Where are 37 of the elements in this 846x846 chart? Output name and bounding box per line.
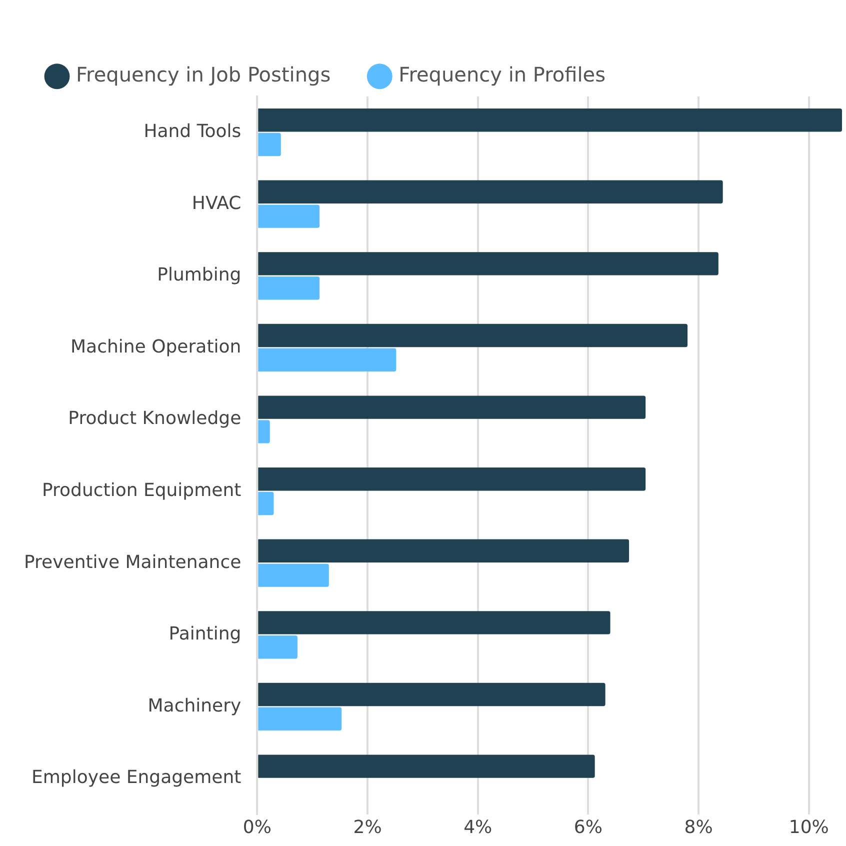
bar: [258, 682, 606, 706]
y-tick-label: Preventive Maintenance: [24, 552, 242, 573]
bar: [258, 636, 298, 659]
bar: [258, 180, 723, 204]
bar: [258, 396, 646, 419]
x-tick-label: 6%: [574, 816, 602, 838]
bar: [258, 132, 281, 156]
bar: [258, 707, 342, 730]
bar: [258, 539, 630, 562]
y-tick-label: Machine Operation: [70, 336, 242, 358]
y-tick-label: HVAC: [192, 192, 242, 214]
bar: [258, 468, 646, 491]
y-tick-label: Painting: [168, 624, 242, 645]
y-tick-label: Product Knowledge: [68, 408, 242, 430]
legend-label: Frequency in Profiles: [398, 62, 606, 87]
bar: [258, 276, 320, 300]
x-tick-label: 0%: [242, 816, 272, 838]
bar: [258, 420, 270, 444]
y-tick-label: Production Equipment: [42, 480, 242, 501]
x-tick-label: 2%: [353, 816, 382, 838]
x-tick-label: 8%: [684, 816, 713, 838]
y-tick-label: Machinery: [148, 695, 242, 716]
bar: [258, 611, 610, 634]
legend-label: Frequency in Job Postings: [76, 62, 331, 87]
bar: [258, 492, 274, 516]
bar: [258, 108, 842, 132]
bar: [258, 348, 396, 372]
y-tick-label: Employee Engagement: [31, 767, 242, 788]
bar: [258, 252, 718, 276]
bar: [258, 564, 329, 587]
bar: [258, 204, 320, 228]
x-tick-label: 4%: [464, 816, 492, 838]
y-tick-label: Plumbing: [157, 264, 242, 286]
bar: [258, 324, 688, 348]
bar: [258, 754, 595, 778]
y-tick-label: Hand Tools: [144, 120, 242, 142]
x-tick-label: 10%: [788, 816, 829, 838]
